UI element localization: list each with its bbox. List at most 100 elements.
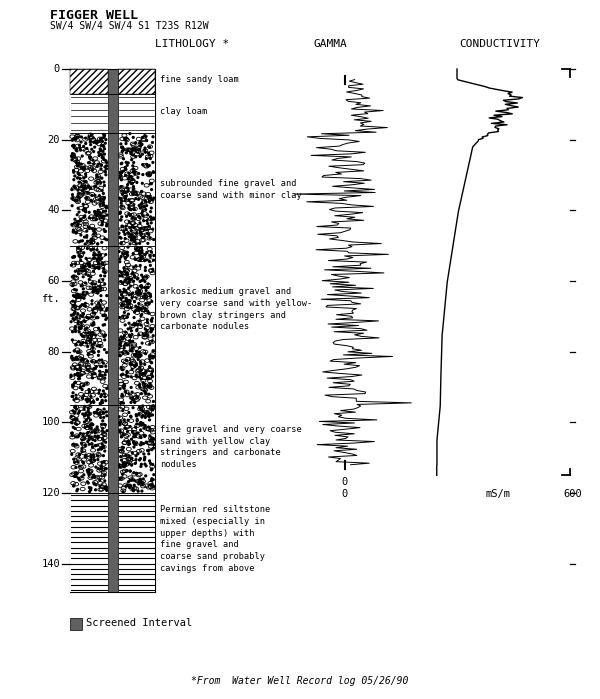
Circle shape — [130, 278, 132, 280]
Circle shape — [138, 205, 140, 206]
Circle shape — [149, 261, 151, 262]
Circle shape — [83, 313, 85, 315]
Circle shape — [74, 461, 76, 463]
Circle shape — [96, 317, 98, 318]
Circle shape — [127, 187, 128, 189]
Circle shape — [128, 487, 130, 489]
Circle shape — [103, 440, 105, 442]
Circle shape — [105, 160, 107, 161]
Circle shape — [103, 202, 104, 203]
Circle shape — [131, 294, 133, 295]
Circle shape — [79, 387, 81, 389]
Circle shape — [71, 139, 73, 141]
Circle shape — [131, 296, 133, 298]
Circle shape — [80, 141, 82, 143]
Circle shape — [139, 250, 140, 252]
Circle shape — [142, 478, 144, 480]
Circle shape — [140, 463, 142, 466]
Circle shape — [70, 321, 72, 323]
Circle shape — [85, 454, 87, 456]
Circle shape — [152, 199, 154, 201]
Circle shape — [138, 289, 140, 291]
Circle shape — [74, 187, 76, 189]
Bar — [70, 493, 108, 592]
Circle shape — [119, 466, 121, 468]
Circle shape — [118, 421, 120, 424]
Text: 120: 120 — [41, 488, 60, 498]
Circle shape — [76, 289, 77, 291]
Circle shape — [82, 312, 84, 315]
Circle shape — [100, 168, 102, 170]
Circle shape — [131, 237, 133, 239]
Circle shape — [104, 377, 106, 379]
Circle shape — [99, 306, 101, 308]
Circle shape — [149, 293, 151, 295]
Circle shape — [122, 447, 124, 449]
Circle shape — [74, 289, 76, 291]
Circle shape — [122, 395, 124, 397]
Circle shape — [85, 342, 87, 344]
Circle shape — [127, 440, 128, 442]
Circle shape — [85, 273, 87, 275]
Circle shape — [89, 265, 91, 267]
Text: 600: 600 — [563, 489, 583, 499]
Circle shape — [119, 175, 121, 177]
Circle shape — [119, 388, 121, 389]
Circle shape — [138, 481, 140, 482]
Circle shape — [134, 258, 136, 260]
Circle shape — [128, 282, 130, 284]
Circle shape — [135, 374, 137, 376]
Circle shape — [94, 308, 95, 309]
Circle shape — [92, 446, 94, 448]
Circle shape — [125, 143, 127, 145]
Circle shape — [74, 475, 76, 477]
Circle shape — [76, 424, 77, 425]
Circle shape — [128, 176, 130, 178]
Circle shape — [103, 229, 105, 231]
Circle shape — [140, 191, 142, 193]
Circle shape — [131, 431, 133, 433]
Circle shape — [121, 271, 122, 273]
Circle shape — [83, 236, 85, 238]
Circle shape — [145, 370, 147, 372]
Circle shape — [124, 466, 125, 468]
Circle shape — [92, 137, 94, 138]
Circle shape — [133, 208, 135, 210]
Circle shape — [103, 412, 104, 413]
Circle shape — [77, 252, 79, 253]
Circle shape — [124, 280, 126, 282]
Circle shape — [124, 200, 126, 201]
Circle shape — [153, 438, 155, 440]
Circle shape — [119, 342, 121, 344]
Circle shape — [147, 449, 149, 452]
Circle shape — [86, 192, 88, 193]
Circle shape — [95, 428, 97, 431]
Circle shape — [152, 405, 154, 407]
Circle shape — [152, 329, 154, 330]
Circle shape — [83, 209, 85, 211]
Text: 0: 0 — [342, 477, 348, 487]
Circle shape — [133, 203, 135, 206]
Circle shape — [83, 209, 85, 211]
Circle shape — [123, 384, 125, 386]
Circle shape — [71, 357, 73, 359]
Circle shape — [82, 240, 83, 242]
Circle shape — [79, 387, 81, 389]
Circle shape — [84, 426, 86, 428]
Circle shape — [149, 460, 151, 462]
Circle shape — [144, 308, 146, 310]
Circle shape — [123, 347, 125, 349]
Circle shape — [122, 194, 124, 195]
Circle shape — [75, 466, 77, 468]
Circle shape — [76, 317, 77, 319]
Circle shape — [152, 268, 154, 271]
Circle shape — [91, 428, 92, 429]
Circle shape — [97, 398, 98, 401]
Circle shape — [135, 142, 137, 143]
Circle shape — [89, 138, 91, 140]
Circle shape — [121, 459, 122, 461]
Circle shape — [82, 315, 83, 317]
Circle shape — [88, 408, 89, 410]
Circle shape — [125, 257, 127, 259]
Circle shape — [140, 228, 142, 229]
